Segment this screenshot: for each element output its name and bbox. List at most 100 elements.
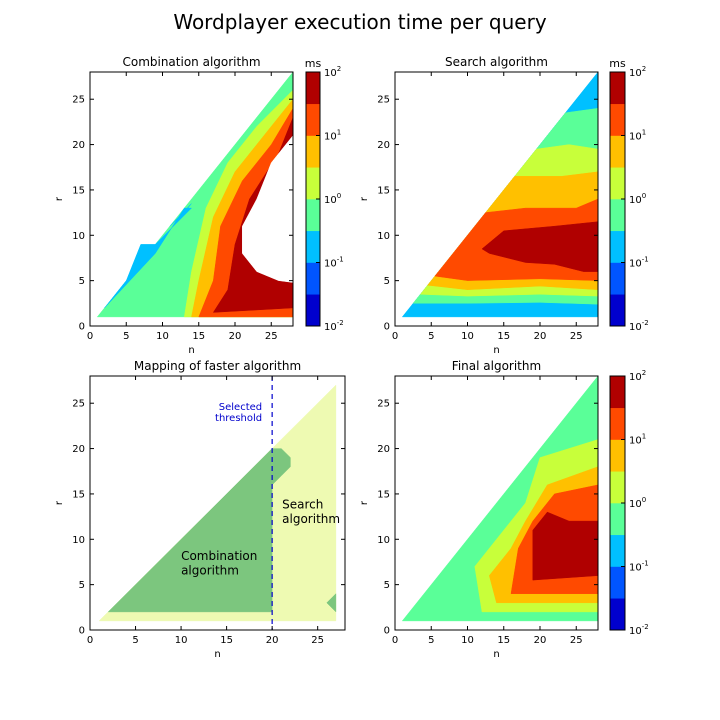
- y-tick-label: 15: [72, 185, 85, 196]
- x-tick-label: 20: [534, 635, 547, 646]
- colorbar: 10-2 10-1 100 101 102: [609, 369, 649, 637]
- colorbar-level-6: [610, 407, 625, 440]
- colorbar-level-7: [610, 72, 625, 105]
- contour-level-2: [169, 203, 192, 227]
- colorbar-level-0: [610, 294, 625, 327]
- colorbar-level-0: [306, 294, 320, 327]
- y-tick-label: 15: [72, 489, 85, 500]
- search-region-label-line1: Search: [282, 497, 323, 511]
- colorbar-level-3: [306, 199, 320, 232]
- x-tick-label: 10: [461, 331, 474, 342]
- x-tick-label: 25: [265, 331, 278, 342]
- x-tick-label: 25: [311, 635, 324, 646]
- axes-frame: [394, 375, 599, 631]
- x-tick-label: 15: [192, 331, 205, 342]
- y-tick-label: 25: [72, 95, 85, 106]
- x-tick-label: 0: [87, 331, 93, 342]
- contour-level-7: [481, 221, 598, 272]
- colorbar-level-0: [610, 598, 625, 631]
- panel-final: 0 5 10 15 20 25 0 5 10 15 20 25 n r Final algorithm 10-…: [359, 359, 649, 660]
- y-axis-label: r: [359, 500, 370, 505]
- x-tick-label: 10: [175, 635, 188, 646]
- contour-regions: [98, 384, 337, 622]
- colorbar-tick-label: 102: [629, 65, 646, 79]
- panel-title: Search algorithm: [445, 55, 548, 69]
- contour-level-7: [532, 511, 598, 581]
- x-axis-label: n: [214, 649, 220, 660]
- y-tick-label: 5: [79, 580, 85, 591]
- panel-mapping: SelectedthresholdCombinationalgorithmSea…: [54, 359, 346, 660]
- x-tick-label: 15: [497, 331, 510, 342]
- y-tick-label: 0: [79, 322, 85, 333]
- colorbar-tick-label: 102: [629, 369, 646, 383]
- search-region-label-line2: algorithm: [282, 512, 340, 526]
- x-tick-label: 0: [87, 635, 93, 646]
- y-axis-label: r: [54, 500, 65, 505]
- y-tick-label: 5: [79, 276, 85, 287]
- x-tick-label: 25: [570, 331, 583, 342]
- colorbar-level-6: [610, 103, 625, 136]
- y-tick-label: 10: [72, 231, 85, 242]
- y-tick-label: 0: [384, 322, 390, 333]
- threshold-label-line1: Selected: [219, 402, 262, 413]
- x-tick-label: 20: [266, 635, 279, 646]
- x-tick-label: 10: [461, 635, 474, 646]
- x-tick-label: 10: [156, 331, 169, 342]
- x-axis-label: n: [493, 649, 499, 660]
- y-tick-label: 10: [72, 535, 85, 546]
- colorbar-level-2: [306, 230, 320, 263]
- x-tick-label: 5: [428, 635, 434, 646]
- y-tick-label: 10: [377, 231, 390, 242]
- colorbar-level-3: [610, 199, 625, 232]
- y-tick-label: 25: [377, 399, 390, 410]
- region-no-data: [242, 135, 293, 283]
- y-tick-label: 0: [79, 626, 85, 637]
- x-tick-label: 15: [220, 635, 233, 646]
- x-tick-label: 0: [392, 635, 398, 646]
- colorbar-tick-label: 100: [324, 192, 341, 206]
- panel-title: Mapping of faster algorithm: [134, 359, 301, 373]
- colorbar-level-2: [610, 534, 625, 567]
- contour-regions: [401, 72, 598, 318]
- colorbar-tick-label: 100: [629, 192, 646, 206]
- colorbar-level-1: [610, 566, 625, 599]
- x-tick-label: 5: [132, 635, 138, 646]
- axes-frame: [89, 71, 294, 327]
- combination-region-label-line1: Combination: [181, 549, 257, 563]
- colorbar-level-4: [610, 471, 625, 504]
- y-tick-label: 0: [384, 626, 390, 637]
- threshold-label-line2: threshold: [215, 413, 262, 424]
- colorbar-level-4: [306, 167, 320, 200]
- x-tick-label: 5: [123, 331, 129, 342]
- panel-title: Final algorithm: [452, 359, 541, 373]
- colorbar-tick-label: 102: [324, 65, 341, 79]
- colorbar-level-6: [306, 103, 320, 136]
- axes-frame: [89, 375, 346, 631]
- colorbar-level-7: [306, 72, 320, 105]
- colorbar-tick-label: 10-2: [629, 623, 649, 637]
- colorbar-tick-label: 10-1: [324, 256, 344, 270]
- contour-regions: [96, 72, 293, 318]
- colorbar-level-7: [610, 376, 625, 409]
- colorbar-unit: ms: [305, 57, 322, 70]
- colorbar-tick-label: 10-1: [629, 256, 649, 270]
- x-tick-label: 20: [229, 331, 242, 342]
- x-axis-label: n: [493, 345, 499, 356]
- colorbar-level-5: [306, 135, 320, 168]
- colorbar-tick-label: 101: [629, 129, 646, 143]
- y-axis-label: r: [54, 196, 65, 201]
- colorbar-level-3: [610, 503, 625, 536]
- y-tick-label: 10: [377, 535, 390, 546]
- colorbar-level-5: [610, 439, 625, 472]
- x-tick-label: 25: [570, 635, 583, 646]
- y-tick-label: 20: [72, 140, 85, 151]
- y-axis-label: r: [359, 196, 370, 201]
- combination-region-label-line2: algorithm: [181, 564, 239, 578]
- y-tick-label: 15: [377, 489, 390, 500]
- colorbar-level-1: [306, 262, 320, 295]
- y-tick-label: 5: [384, 580, 390, 591]
- y-tick-label: 20: [377, 140, 390, 151]
